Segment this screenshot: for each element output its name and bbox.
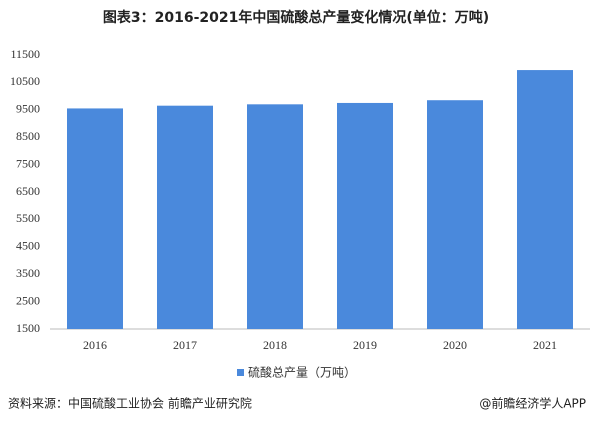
bar [517,70,573,329]
legend-swatch [237,369,244,376]
legend-label: 硫酸总产量（万吨） [248,365,356,380]
bar [427,100,483,330]
y-tick-label: 9500 [16,102,40,116]
chart-title: 图表3：2016-2021年中国硫酸总产量变化情况(单位：万吨) [103,9,489,26]
bar [337,102,393,329]
y-tick-label: 1500 [16,321,40,335]
y-tick-label: 2500 [16,293,40,307]
credit: @前瞻经济学人APP [479,396,586,411]
y-tick-label: 5500 [16,211,40,225]
x-tick-label: 2016 [83,338,107,352]
y-tick-label: 11500 [10,47,40,61]
bar [67,108,123,330]
y-tick-label: 8500 [16,129,40,143]
x-tick-label: 2018 [263,338,287,352]
x-tick-label: 2020 [443,338,467,352]
x-tick-label: 2017 [173,338,197,352]
source: 资料来源：中国硫酸工业协会 前瞻产业研究院 [8,396,252,411]
bar [157,105,213,329]
x-tick-label: 2021 [533,338,557,352]
y-tick-label: 3500 [16,266,40,280]
bar [247,104,303,329]
y-tick-label: 7500 [16,156,40,170]
y-tick-label: 10500 [10,74,40,88]
y-tick-label: 6500 [16,184,40,198]
x-tick-label: 2019 [353,338,377,352]
y-tick-label: 4500 [16,239,40,253]
